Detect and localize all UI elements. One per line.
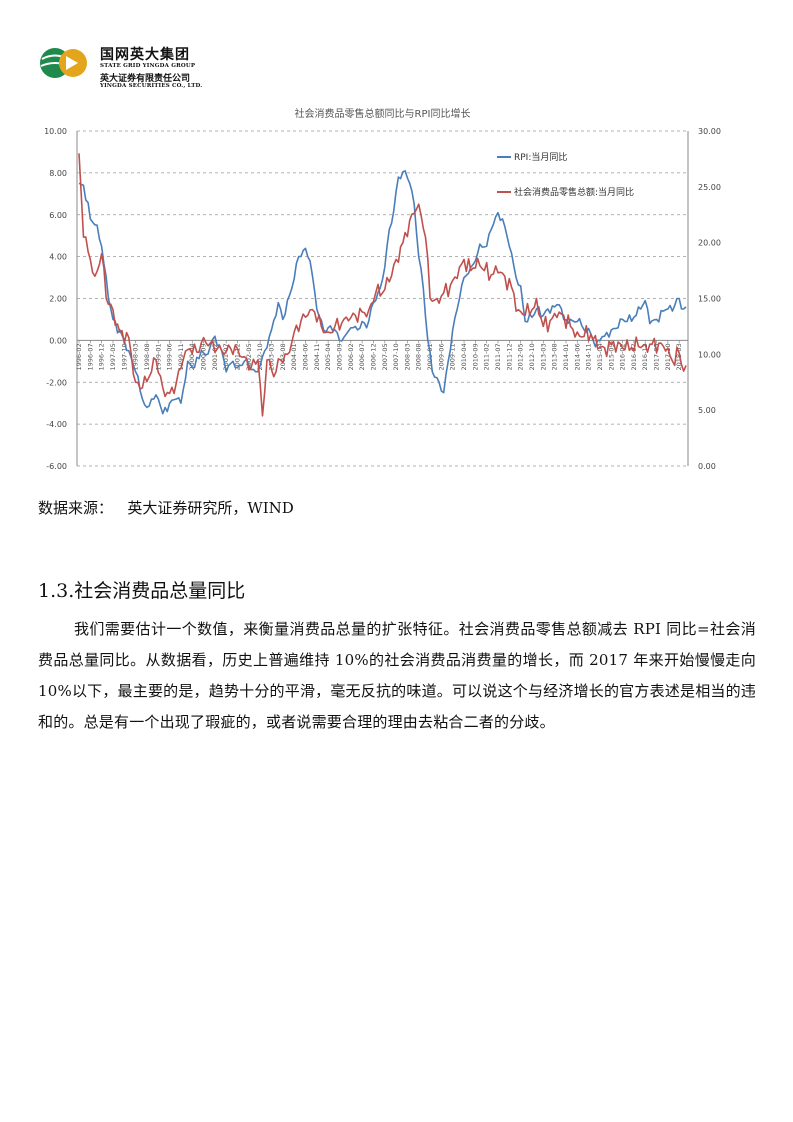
y-left-tick-label: 2.00 xyxy=(49,295,67,304)
x-tick-label: 1997-05 xyxy=(109,343,117,370)
x-tick-label: 2008-03 xyxy=(403,343,411,370)
y-left-tick-label: 6.00 xyxy=(49,211,67,220)
company-name-cn: 国网英大集团 xyxy=(100,47,190,63)
x-tick-label: 1996-07 xyxy=(86,343,94,370)
x-tick-label: 2005-04 xyxy=(324,343,332,370)
company-name-en: STATE GRID YINGDA GROUP xyxy=(100,63,196,69)
x-tick-label: 2013-08 xyxy=(551,343,559,370)
y-right-tick-label: 25.00 xyxy=(698,183,721,192)
x-tick-label: 2013-03 xyxy=(539,343,547,370)
x-tick-label: 2004-01 xyxy=(290,343,298,370)
x-tick-label: 2000-04 xyxy=(188,343,196,370)
x-tick-label: 2016-07 xyxy=(630,343,638,370)
data-source: 数据来源： 英大证券研究所，WIND xyxy=(38,497,294,518)
y-left-tick-label: 0.00 xyxy=(49,336,67,345)
source-value: 英大证券研究所，WIND xyxy=(127,499,294,517)
x-tick-label: 2000-09 xyxy=(200,343,208,370)
section-paragraph: 我们需要估计一个数值，来衡量消费品总量的扩张特征。社会消费品零售总额减去 RPI… xyxy=(38,620,756,731)
x-tick-label: 2007-05 xyxy=(381,343,389,370)
x-tick-label: 2016-12 xyxy=(641,343,649,370)
source-label: 数据来源： xyxy=(38,499,114,517)
y-left-tick-label: -4.00 xyxy=(46,420,67,429)
x-tick-label: 2008-08 xyxy=(415,343,423,370)
section-title: 1.3.社会消费品总量同比 xyxy=(38,580,246,602)
x-tick-label: 1998-03 xyxy=(132,343,140,370)
x-tick-label: 1996-12 xyxy=(98,343,106,370)
y-right-tick-label: 10.00 xyxy=(698,350,721,359)
x-tick-label: 2007-10 xyxy=(392,343,400,370)
x-tick-label: 2004-11 xyxy=(313,343,321,370)
y-left-tick-label: 4.00 xyxy=(49,253,67,262)
x-tick-label: 1996-02 xyxy=(75,343,83,370)
y-right-tick-label: 15.00 xyxy=(698,295,721,304)
x-tick-label: 2014-06 xyxy=(573,343,581,370)
subsidiary-name-cn: 英大证券有限责任公司 xyxy=(100,74,191,84)
y-right-tick-label: 5.00 xyxy=(698,406,716,415)
y-left-tick-label: 8.00 xyxy=(49,169,67,178)
x-tick-label: 2011-02 xyxy=(483,343,491,370)
y-right-tick-label: 0.00 xyxy=(698,462,716,471)
x-tick-label: 2010-09 xyxy=(471,343,479,370)
x-tick-label: 1999-11 xyxy=(177,343,185,370)
x-tick-label: 2011-07 xyxy=(494,343,502,370)
x-tick-label: 2012-10 xyxy=(528,343,536,370)
y-left-tick-label: -6.00 xyxy=(46,462,67,471)
legend-label-retail-sales: 社会消费品零售总额:当月同比 xyxy=(514,186,634,198)
x-tick-label: 1997-10 xyxy=(120,343,128,370)
x-tick-label: 2002-10 xyxy=(256,343,264,370)
y-right-tick-label: 20.00 xyxy=(698,239,721,248)
x-tick-label: 2015-09 xyxy=(607,343,615,370)
x-tick-label: 2012-05 xyxy=(517,343,525,370)
subsidiary-name-en: YINGDA SECURITIES CO., LTD. xyxy=(100,83,203,89)
x-tick-label: 2001-07 xyxy=(222,343,230,370)
x-tick-label: 2014-01 xyxy=(562,343,570,370)
x-tick-label: 2011-12 xyxy=(505,343,513,370)
x-tick-label: 2009-06 xyxy=(437,343,445,370)
y-left-tick-label: -2.00 xyxy=(46,378,67,387)
x-tick-label: 2015-04 xyxy=(596,343,604,370)
x-tick-label: 2017-05 xyxy=(653,343,661,370)
x-tick-label: 2009-11 xyxy=(449,343,457,370)
line-chart: 社会消费品零售总额同比与RPI同比增长 -6.00 -4.00 -2.00 0.00 2.… xyxy=(44,107,721,471)
x-tick-label: 2016-02 xyxy=(619,343,627,370)
x-tick-label: 2005-09 xyxy=(335,343,343,370)
state-grid-logo-icon xyxy=(40,48,87,78)
x-tick-label: 1999-01 xyxy=(154,343,162,370)
chart-title: 社会消费品零售总额同比与RPI同比增长 xyxy=(295,107,471,120)
x-tick-label: 1998-08 xyxy=(143,343,151,370)
x-tick-label: 2014-11 xyxy=(585,343,593,370)
y-left-tick-label: 10.00 xyxy=(44,127,67,136)
x-tick-label: 2017-10 xyxy=(664,343,672,370)
x-tick-label: 2003-08 xyxy=(279,343,287,370)
x-tick-label: 2001-12 xyxy=(234,343,242,370)
x-tick-label: 2003-03 xyxy=(268,343,276,370)
chart-container: 社会消费品零售总额同比与RPI同比增长 -6.00 -4.00 -2.00 0.00 2.… xyxy=(30,100,750,480)
x-tick-label: 1999-06 xyxy=(166,343,174,370)
legend-label-rpi: RPI:当月同比 xyxy=(514,151,567,163)
x-tick-label: 2001-02 xyxy=(211,343,219,370)
x-tick-label: 2002-05 xyxy=(245,343,253,370)
x-tick-label: 2006-12 xyxy=(369,343,377,370)
y-right-tick-label: 30.00 xyxy=(698,127,721,136)
x-tick-label: 2010-04 xyxy=(460,343,468,370)
company-logo: 国网英大集团 STATE GRID YINGDA GROUP 英大证券有限责任公… xyxy=(38,44,238,92)
series-line-retail-sales xyxy=(78,153,687,417)
x-tick-label: 2006-07 xyxy=(358,343,366,370)
x-tick-label: 2006-02 xyxy=(347,343,355,370)
x-tick-label: 2004-06 xyxy=(301,343,309,370)
